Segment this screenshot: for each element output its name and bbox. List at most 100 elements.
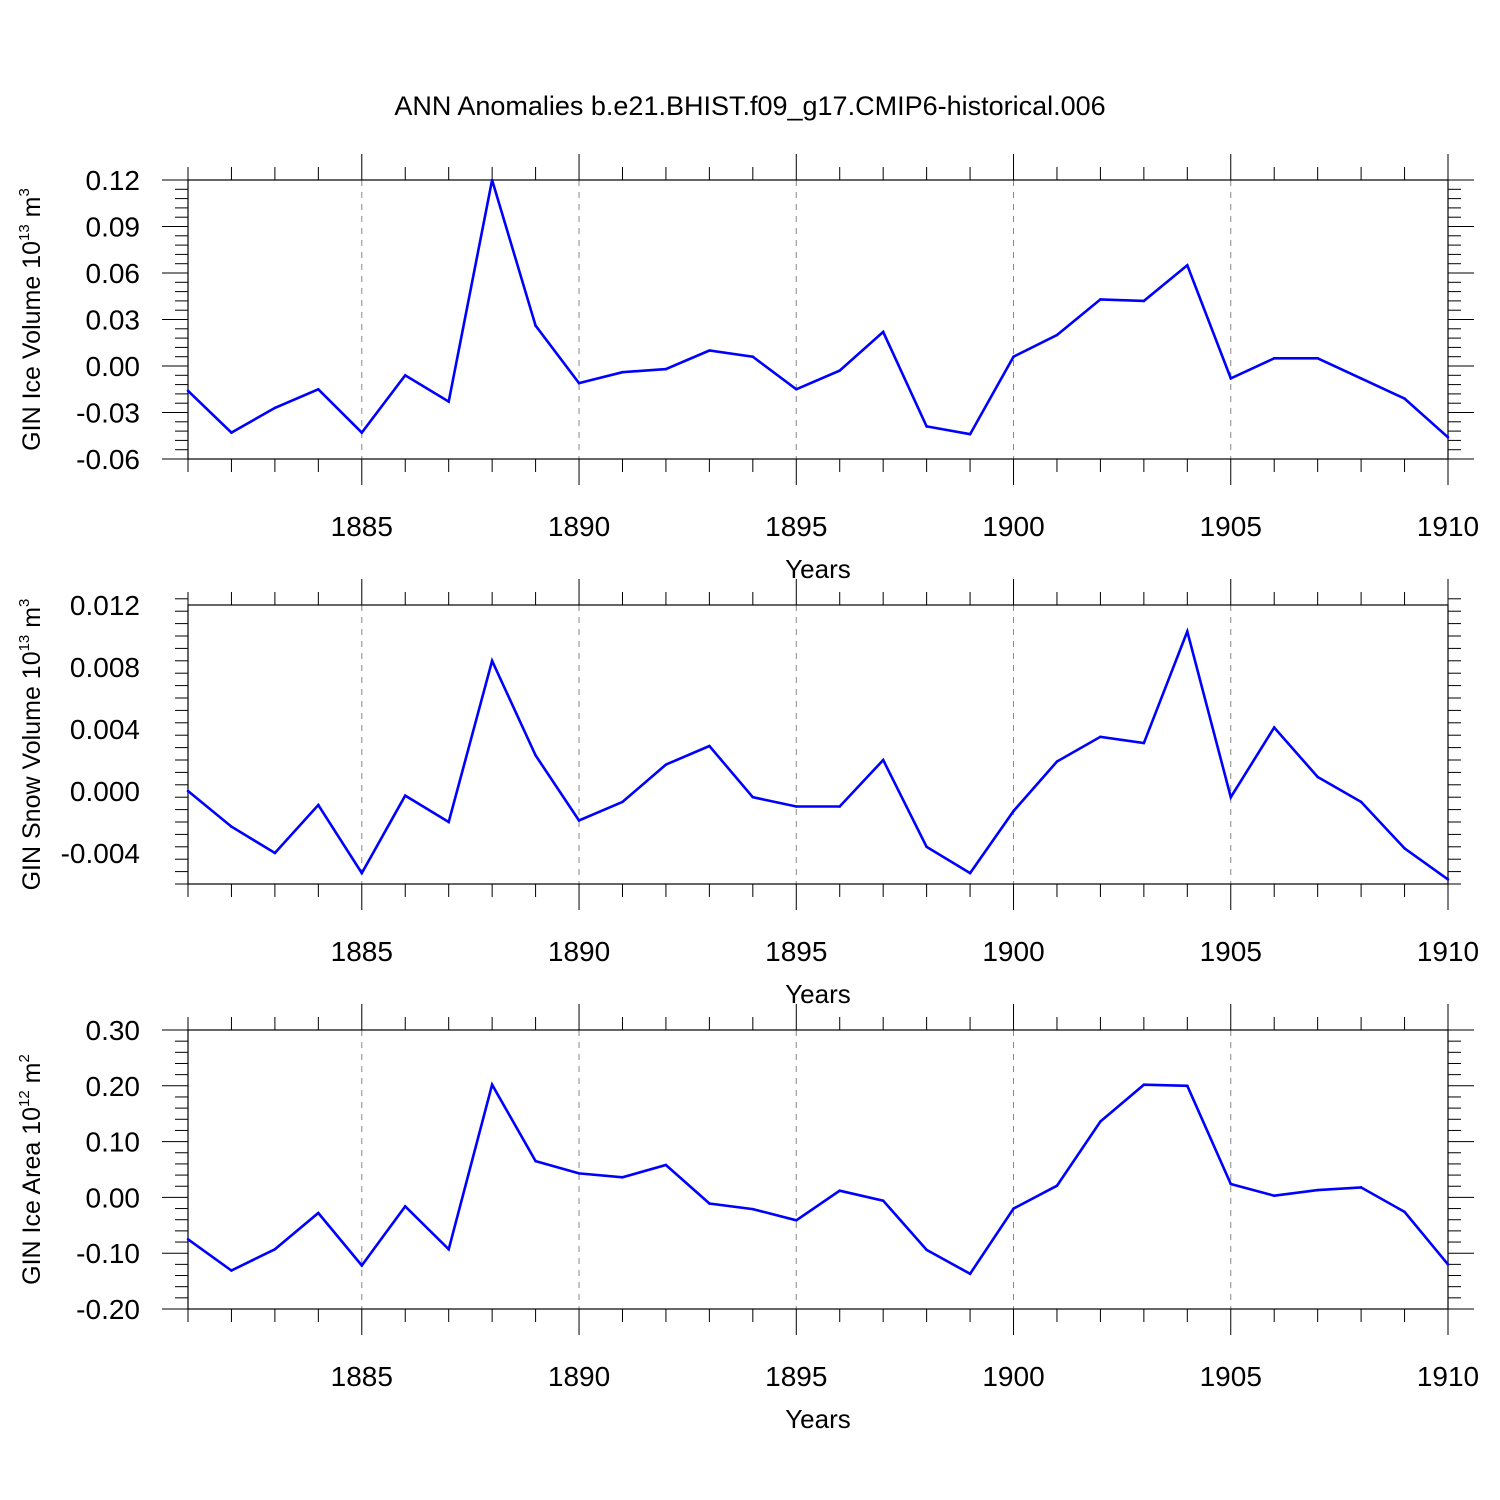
data-point <box>186 789 190 793</box>
data-point <box>360 871 364 875</box>
y-tick-label: 0.03 <box>86 305 141 336</box>
x-tick-label: 1905 <box>1200 511 1262 542</box>
x-axis-label: Years <box>785 1404 851 1434</box>
data-point <box>317 387 320 391</box>
data-point <box>621 800 624 804</box>
plot-frame <box>187 179 1449 460</box>
data-point <box>925 845 928 849</box>
data-point <box>317 803 320 807</box>
y-axis-label: GIN Ice Area 1012 m2 <box>16 1054 46 1285</box>
data-point <box>664 1163 668 1167</box>
data-point <box>1229 795 1233 799</box>
data-point <box>1142 299 1146 303</box>
data-point <box>708 744 711 748</box>
x-tick-label: 1905 <box>1200 936 1262 967</box>
data-point <box>230 1269 233 1272</box>
x-tick-label: 1890 <box>548 1361 610 1392</box>
data-point <box>186 1237 190 1241</box>
y-axis-label-superscript: 3 <box>16 599 33 607</box>
data-point <box>577 381 581 385</box>
y-axis-label-superscript: 13 <box>16 635 33 652</box>
data-point <box>1316 356 1319 360</box>
data-point <box>1446 1263 1450 1266</box>
series-line <box>187 1081 1450 1276</box>
x-tick-label: 1910 <box>1417 511 1479 542</box>
y-axis-label-part: GIN Snow Volume 10 <box>18 651 46 890</box>
y-axis-label: GIN Snow Volume 1013 m3 <box>16 599 46 891</box>
y-axis-label-superscript: 3 <box>16 188 33 196</box>
data-point <box>273 851 277 855</box>
data-point <box>534 1159 537 1163</box>
y-tick-label: 0.00 <box>86 1182 141 1213</box>
panels: -0.06 -0.03 0.00 0.03 0.06 0.09 0.12 1885 1890 18… <box>16 154 1479 1434</box>
y-tick-label: 0.000 <box>70 776 140 807</box>
data-point <box>360 1264 364 1267</box>
x-tick-label: 1895 <box>765 511 827 542</box>
x-tick-label: 1895 <box>765 936 827 967</box>
y-tick-label: 0.004 <box>70 714 140 745</box>
y-tick-label: 0.30 <box>86 1015 141 1046</box>
x-tick-label: 1910 <box>1417 1361 1479 1392</box>
y-axis-label-superscript: 12 <box>16 1090 33 1107</box>
data-point <box>1403 847 1406 850</box>
plot-frame <box>187 1029 1449 1310</box>
data-point <box>186 389 190 393</box>
data-point <box>1403 397 1406 400</box>
y-tick-label: 0.012 <box>70 590 140 621</box>
data-point <box>1099 735 1102 739</box>
data-point <box>838 805 842 808</box>
y-tick-label: -0.06 <box>76 444 140 475</box>
data-point <box>534 324 537 328</box>
data-point <box>621 1176 624 1179</box>
data-point <box>925 425 928 428</box>
y-axis-label-superscript: 13 <box>16 224 33 241</box>
data-point <box>317 1211 320 1215</box>
data-point <box>1272 356 1276 360</box>
data-point <box>1142 1083 1146 1086</box>
data-point <box>273 1247 277 1251</box>
x-axis-label: Years <box>785 979 851 1009</box>
data-point <box>1055 333 1059 337</box>
data-point <box>490 1083 494 1086</box>
x-tick-label: 1885 <box>331 511 393 542</box>
data-point <box>1186 1084 1189 1088</box>
data-point <box>751 1207 755 1211</box>
series-line <box>187 627 1449 881</box>
data-point <box>621 370 624 374</box>
y-axis-label-superscript: 2 <box>16 1054 33 1062</box>
chart-panel-1: -0.06 -0.03 0.00 0.03 0.06 0.09 0.12 1885 1890 18… <box>16 154 1479 584</box>
data-point <box>838 369 842 372</box>
x-tick-label: 1905 <box>1200 1361 1262 1392</box>
data-point <box>1229 377 1233 380</box>
y-tick-label: -0.20 <box>76 1294 140 1325</box>
y-axis-label: GIN Ice Volume 1013 m3 <box>16 188 46 451</box>
x-tick-label: 1890 <box>548 511 610 542</box>
figure-title: ANN Anomalies b.e21.BHIST.f09_g17.CMIP6-… <box>394 91 1105 121</box>
series-line <box>187 179 1449 439</box>
data-point <box>1012 355 1015 359</box>
y-axis-label-part: GIN Ice Area 10 <box>18 1107 46 1285</box>
y-tick-label: 0.09 <box>86 212 141 243</box>
data-point <box>1316 1188 1319 1192</box>
data-point <box>1186 263 1189 267</box>
x-tick-label: 1900 <box>982 511 1044 542</box>
data-point <box>1272 726 1276 729</box>
x-tick-label: 1895 <box>765 1361 827 1392</box>
data-point <box>403 794 407 797</box>
y-tick-label: -0.03 <box>76 398 140 429</box>
data-point <box>577 819 581 822</box>
y-tick-label: -0.004 <box>61 838 140 869</box>
y-tick-label: 0.00 <box>86 351 141 382</box>
data-point <box>490 178 494 182</box>
data-point <box>1186 630 1189 633</box>
data-point <box>403 374 407 377</box>
x-tick-label: 1910 <box>1417 936 1479 967</box>
x-tick-label: 1900 <box>982 1361 1044 1392</box>
data-point <box>794 1218 798 1222</box>
data-point <box>230 431 233 434</box>
data-point <box>881 1199 885 1203</box>
data-point <box>1099 298 1102 301</box>
x-tick-label: 1890 <box>548 936 610 967</box>
data-point <box>1142 741 1146 745</box>
data-point <box>1359 1186 1363 1189</box>
